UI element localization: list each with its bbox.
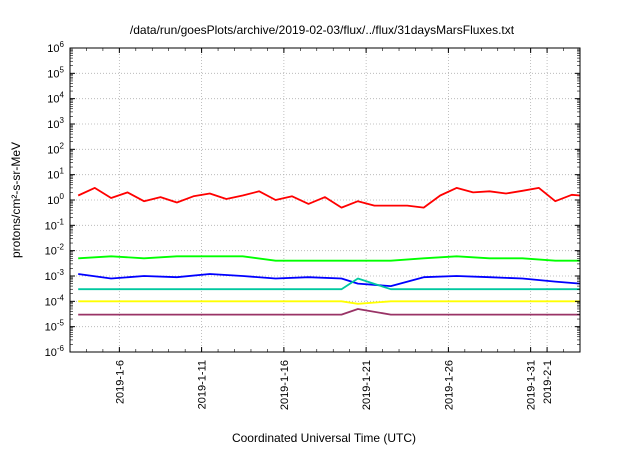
y-tick-label: 10-2 xyxy=(45,243,65,258)
plot-frame xyxy=(69,47,581,353)
y-tick-label: 10-4 xyxy=(45,293,65,308)
series-line-4 xyxy=(78,300,580,305)
y-tick-label: 101 xyxy=(47,167,64,182)
y-tick-label: 10-6 xyxy=(45,344,65,359)
y-tick-label: 10-3 xyxy=(45,268,65,283)
series-layer xyxy=(77,186,581,316)
chart-title: /data/run/goesPlots/archive/2019-02-03/f… xyxy=(130,23,515,37)
series-line-3 xyxy=(78,277,580,291)
x-axis-label: Coordinated Universal Time (UTC) xyxy=(232,431,416,445)
x-tick-label: 2019-1-21 xyxy=(361,360,373,410)
y-tick-label: 104 xyxy=(47,91,64,106)
x-tick-label: 2019-2-1 xyxy=(542,360,554,404)
y-tick-label: 100 xyxy=(47,192,64,207)
y-tick-label: 105 xyxy=(47,65,64,80)
series-line-5 xyxy=(78,308,580,316)
series-line-1 xyxy=(78,255,580,262)
y-tick-label: 102 xyxy=(47,141,64,156)
x-tick-label: 2019-1-11 xyxy=(197,360,209,409)
y-axis-label: protons/cm²-s-sr-MeV xyxy=(9,142,23,258)
x-tick-label: 2019-1-26 xyxy=(443,360,455,410)
y-tick-label: 106 xyxy=(47,40,64,55)
x-tick-label: 2019-1-16 xyxy=(279,360,291,410)
y-tick-label: 10-5 xyxy=(45,319,65,334)
series-line-2 xyxy=(78,273,581,288)
y-tick-label: 10-1 xyxy=(45,217,65,232)
y-tick-label: 103 xyxy=(47,116,64,131)
x-tick-label: 2019-1-31 xyxy=(526,360,538,410)
x-tick-label: 2019-1-6 xyxy=(114,360,126,404)
series-line-0 xyxy=(77,186,581,209)
